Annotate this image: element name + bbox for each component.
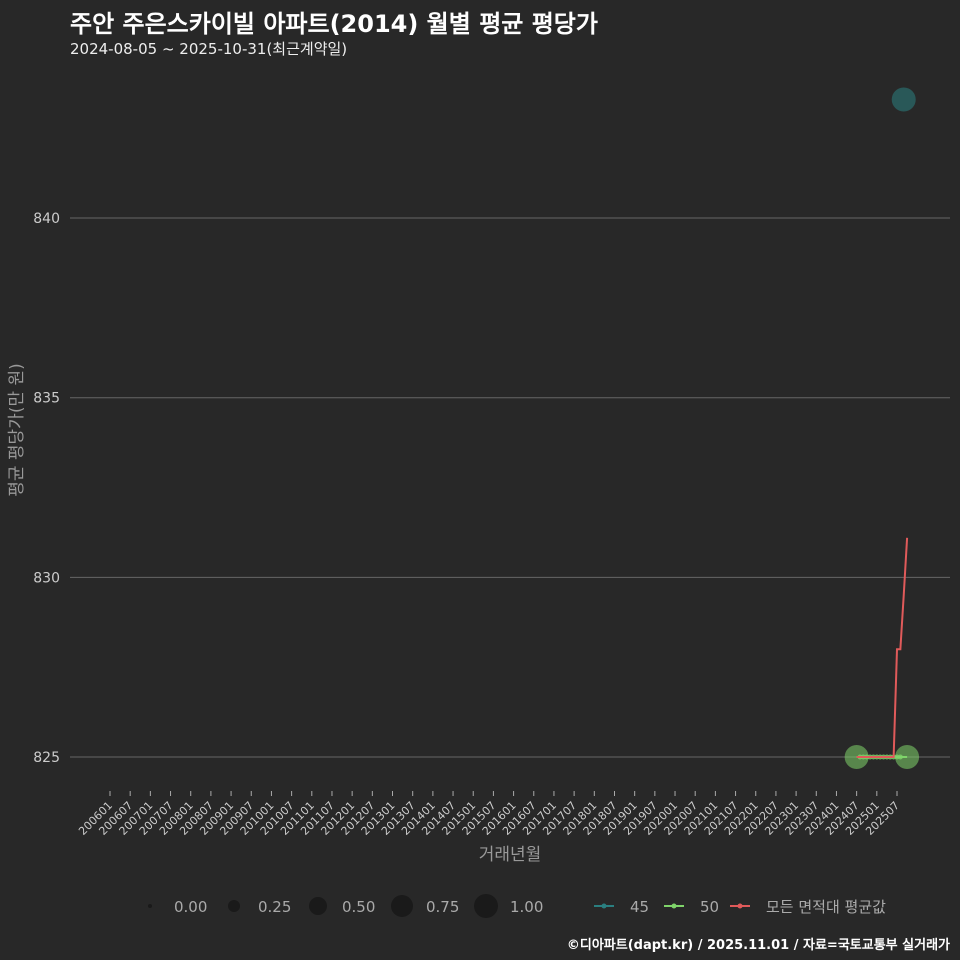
y-tick-label: 825 (33, 750, 60, 766)
size-legend-dot (391, 895, 413, 917)
size-legend-label: 0.25 (258, 898, 291, 916)
y-tick-label: 835 (33, 391, 60, 407)
chart-subtitle: 2024-08-05 ~ 2025-10-31(최근계약일) (70, 40, 348, 58)
y-tick-label: 840 (33, 211, 60, 227)
size-legend-dot (309, 897, 327, 915)
size-legend-label: 1.00 (510, 898, 543, 916)
size-legend-dot (474, 894, 498, 918)
size-legend-dot (148, 904, 152, 908)
legend-dot-2 (737, 903, 743, 909)
legend-dot-1 (671, 903, 677, 909)
size-legend-label: 0.00 (174, 898, 207, 916)
y-axis-title: 평균 평당가(만 원) (7, 363, 27, 497)
caption: ©디아파트(dapt.kr) / 2025.11.01 / 자료=국토교통부 실… (566, 938, 950, 953)
y-tick-label: 830 (33, 570, 60, 586)
size-legend-label: 0.50 (342, 898, 375, 916)
series-line-all-average (856, 537, 909, 758)
legend-label: 45 (630, 898, 649, 916)
x-axis-title: 거래년월 (479, 845, 542, 865)
size-legend-label: 0.75 (426, 898, 459, 916)
legend-dot-0 (601, 903, 607, 909)
data-point-45 (891, 87, 916, 112)
legend-label: 50 (700, 898, 719, 916)
size-legend-dot (228, 900, 240, 912)
data-point-50 (895, 745, 920, 769)
chart-title: 주안 주은스카이빌 아파트(2014) 월별 평균 평당가 (70, 10, 598, 38)
legend-label: 모든 면적대 평균값 (766, 898, 886, 916)
